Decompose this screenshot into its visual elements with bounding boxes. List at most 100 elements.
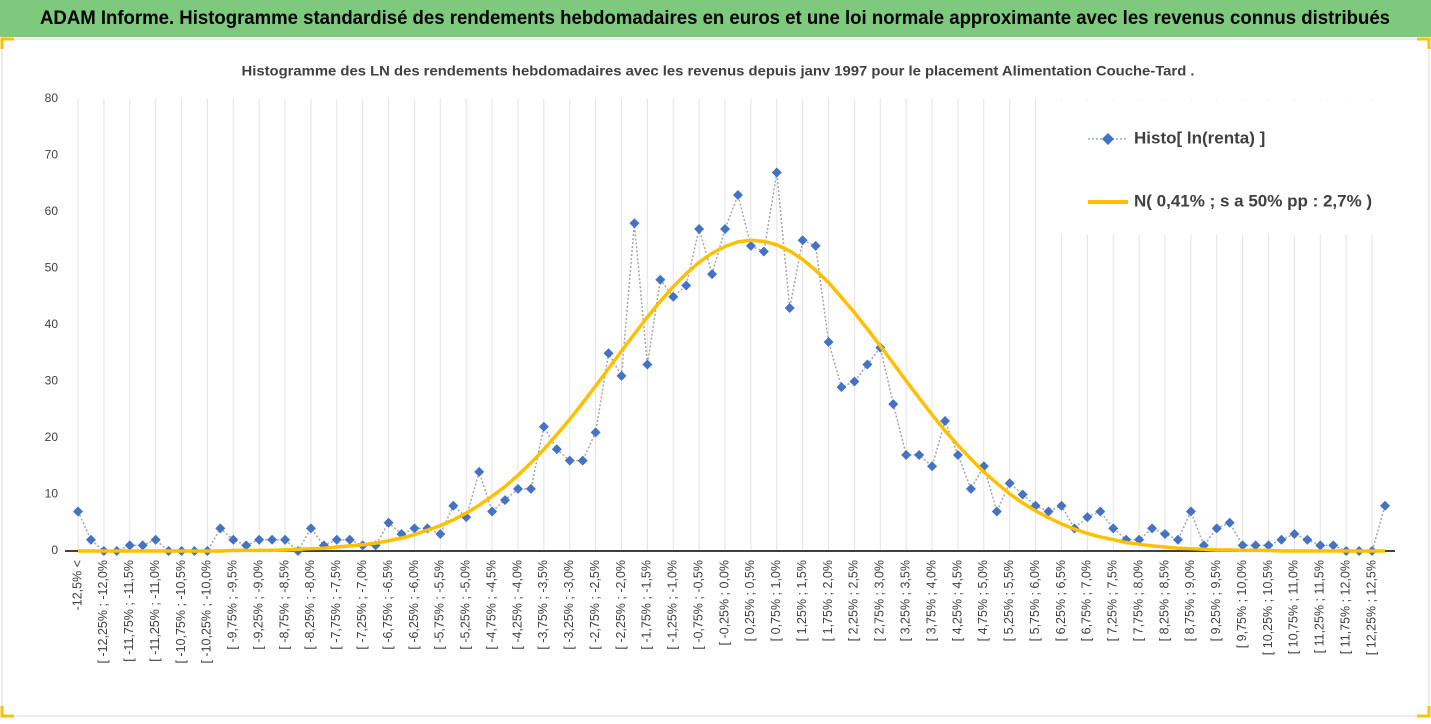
data-point [732, 190, 743, 201]
data-point [1224, 517, 1235, 528]
data-point [305, 523, 316, 534]
x-tick-label: [ 10,75% ; 11,0% [1287, 560, 1301, 654]
x-tick-label: [ -5,25% ; -5,0% [459, 560, 473, 650]
x-tick-label: [ -6,25% ; -6,0% [407, 560, 421, 650]
data-point [73, 506, 83, 517]
x-tick-label: [ -11,25% ; -11,0% [148, 560, 162, 662]
x-tick-label: [ -4,25% ; -4,0% [510, 560, 524, 650]
data-point [525, 483, 536, 494]
x-tick-label: [ 5,75% ; 6,0% [1028, 560, 1042, 641]
x-tick-label: [ 2,25% ; 2,5% [847, 560, 861, 641]
data-point [344, 534, 355, 545]
x-tick-label: [ -1,25% ; -1,0% [666, 560, 680, 650]
data-point [629, 218, 640, 229]
data-point [771, 167, 782, 178]
data-point [1095, 506, 1106, 517]
x-tick-label: [ -5,75% ; -5,5% [433, 560, 447, 650]
x-tick-label: [ 0,25% ; 0,5% [743, 560, 757, 641]
legend-marker [1102, 133, 1114, 145]
x-tick-label: [ -2,75% ; -2,5% [588, 560, 602, 650]
y-tick-label: 10 [45, 487, 59, 501]
data-point [862, 359, 873, 370]
data-point [603, 348, 614, 359]
x-tick-label: [ 9,75% ; 10,0% [1235, 560, 1249, 648]
data-point [228, 534, 239, 545]
data-point [241, 540, 252, 551]
x-tick-label: -12,5% < [70, 560, 84, 610]
data-point [409, 523, 420, 534]
x-tick-label: [ 1,75% ; 2,0% [821, 560, 835, 641]
data-point [1056, 500, 1067, 511]
data-point [1380, 500, 1390, 511]
data-point [616, 370, 627, 381]
title-bar [0, 0, 1431, 37]
data-point [564, 455, 575, 466]
page-title: ADAM Informe. Histogramme standardisé de… [40, 8, 1390, 29]
data-point [538, 421, 549, 432]
data-point [1147, 523, 1158, 534]
chart-title: Histogramme des LN des rendements hebdom… [242, 63, 1195, 79]
x-tick-label: [ 7,75% ; 8,0% [1131, 560, 1145, 641]
data-point [435, 529, 446, 540]
data-point [383, 517, 394, 528]
data-point [694, 223, 705, 234]
x-tick-label: [ 11,75% ; 12,0% [1338, 560, 1352, 654]
y-tick-label: 40 [45, 317, 59, 331]
data-point [512, 483, 523, 494]
data-point [681, 280, 692, 291]
data-point [1328, 540, 1339, 551]
data-point [1108, 523, 1119, 534]
x-tick-label: [ -1,75% ; -1,5% [640, 560, 654, 650]
data-point [1263, 540, 1274, 551]
x-tick-label: [ -4,75% ; -4,5% [484, 560, 498, 650]
y-tick-label: 80 [45, 91, 59, 105]
data-point [448, 500, 459, 511]
data-point [940, 416, 951, 427]
data-point [1160, 529, 1171, 540]
data-point [965, 483, 976, 494]
x-tick-label: [ -7,75% ; -7,5% [329, 560, 343, 650]
data-point [1004, 478, 1015, 489]
data-point [487, 506, 498, 517]
data-point [280, 534, 291, 545]
data-point [784, 303, 795, 314]
x-tick-label: [ -0,75% ; -0,5% [691, 560, 705, 650]
x-tick-label: [ 7,25% ; 7,5% [1106, 560, 1120, 641]
data-point [1017, 489, 1028, 500]
x-tick-label: [ -3,25% ; -3,0% [562, 560, 576, 650]
data-point [1276, 534, 1287, 545]
y-tick-label: 70 [45, 148, 59, 162]
x-tick-label: [ 1,25% ; 1,5% [795, 560, 809, 641]
data-point [1315, 540, 1326, 551]
data-point [215, 523, 226, 534]
x-tick-label: [ 5,25% ; 5,5% [1002, 560, 1016, 641]
x-tick-label: [ 12,25% ; 12,5% [1364, 560, 1378, 655]
data-point [331, 534, 342, 545]
x-tick-label: [ -6,75% ; -6,5% [381, 560, 395, 650]
data-point [150, 534, 161, 545]
legend-box [1058, 100, 1390, 235]
x-tick-label: [ 6,75% ; 7,0% [1080, 560, 1094, 641]
x-tick-label: [ 4,25% ; 4,5% [950, 560, 964, 641]
frame-corners [0, 37, 1431, 718]
y-tick-label: 30 [45, 374, 59, 388]
data-point [1302, 534, 1313, 545]
x-tick-label: [ 6,25% ; 6,5% [1054, 560, 1068, 641]
data-point [267, 534, 278, 545]
y-tick-label: 0 [51, 543, 58, 557]
data-point [1172, 534, 1183, 545]
x-tick-label: [ -3,75% ; -3,5% [536, 560, 550, 650]
x-tick-label: [ -11,75% ; -11,5% [122, 560, 136, 662]
data-point [1250, 540, 1261, 551]
histogram-line [77, 172, 1386, 553]
data-point [577, 455, 588, 466]
data-point [1237, 540, 1248, 551]
x-tick-label: [ 2,75% ; 3,0% [873, 560, 887, 641]
x-tick-label: [ 3,75% ; 4,0% [924, 560, 938, 641]
data-point [655, 274, 666, 285]
data-point [474, 466, 485, 477]
x-tick-label: [ 0,75% ; 1,0% [769, 560, 783, 641]
x-tick-label: [ -9,75% ; -9,5% [226, 560, 240, 650]
x-tick-label: [ 11,25% ; 11,5% [1313, 560, 1327, 653]
